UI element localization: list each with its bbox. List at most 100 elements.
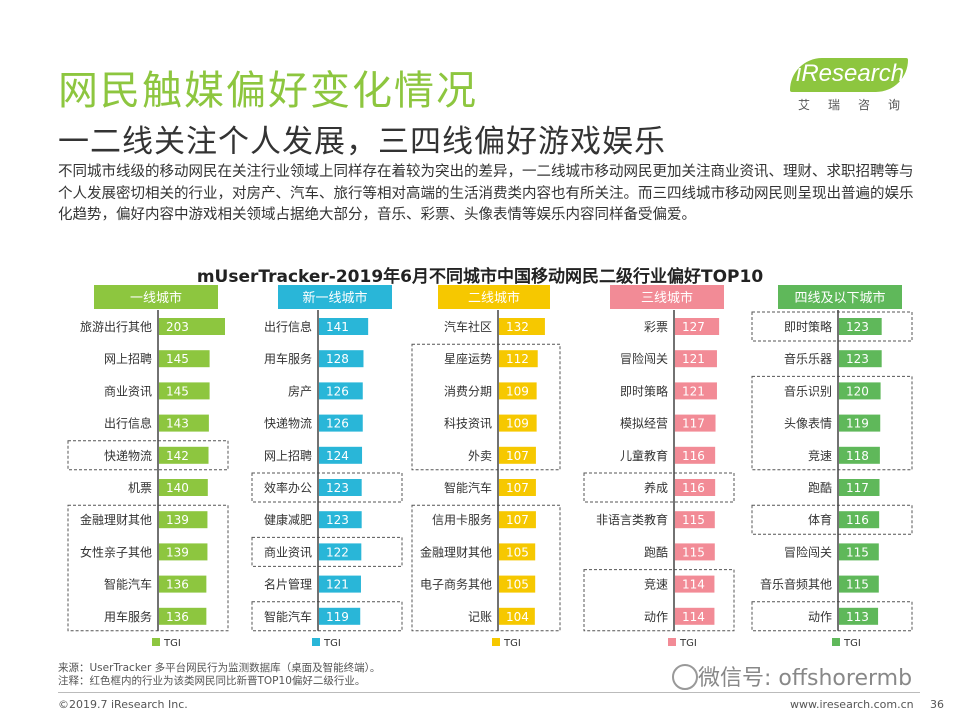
legend-swatch (492, 638, 500, 646)
legend-swatch (832, 638, 840, 646)
category-label: 智能汽车 (264, 609, 312, 624)
category-label: 非语言类教育 (596, 512, 668, 527)
category-label: 快递物流 (264, 417, 312, 431)
bar-value-label: 107 (506, 481, 529, 495)
bar-value-label: 123 (846, 320, 869, 334)
wechat-icon (672, 664, 698, 690)
category-label: 星座运势 (444, 351, 492, 366)
bar (499, 543, 536, 561)
bar-value-label: 114 (682, 578, 705, 592)
highlight-box (411, 504, 561, 632)
category-label: 冒险闯关 (620, 351, 668, 366)
bar (675, 575, 715, 593)
bar (159, 414, 209, 432)
bar-value-label: 136 (166, 610, 189, 624)
bar-value-label: 117 (846, 481, 869, 495)
iresearch-logo: iResearch 艾瑞咨询 (790, 56, 920, 112)
bar (319, 511, 362, 529)
website-link[interactable]: www.iresearch.com.cn (790, 698, 914, 711)
panel-header-label: 一线城市 (130, 290, 182, 306)
category-label: 快递物流 (104, 449, 152, 463)
bar-value-label: 132 (506, 320, 529, 334)
category-label: 智能汽车 (104, 577, 152, 592)
bar (675, 607, 715, 625)
bar (839, 318, 882, 335)
bar-value-label: 124 (326, 449, 349, 463)
bar-value-label: 121 (326, 578, 349, 592)
category-label: 出行信息 (264, 319, 312, 334)
panel-header-label: 二线城市 (468, 290, 520, 306)
bar-value-label: 142 (166, 449, 189, 463)
logo-leaf-icon (790, 58, 908, 92)
category-label: 汽车社区 (444, 319, 492, 334)
bar-value-label: 109 (506, 384, 529, 398)
highlight-box (751, 504, 913, 535)
highlight-box (251, 601, 403, 632)
chart-title: mUserTracker-2019年6月不同城市中国移动网民二级行业偏好TOP1… (196, 267, 764, 287)
category-label: 出行信息 (104, 416, 152, 431)
legend-swatch (312, 638, 320, 646)
bar (319, 479, 362, 496)
bar (499, 414, 537, 432)
bar (675, 479, 716, 496)
category-label: 模拟经营 (620, 417, 668, 431)
category-label: 消费分期 (444, 384, 492, 398)
bar (319, 414, 363, 432)
bar (499, 318, 545, 335)
highlight-box (583, 569, 735, 632)
category-label: 科技资讯 (444, 417, 492, 431)
highlight-box (751, 375, 913, 471)
bar (839, 350, 882, 368)
bar (839, 543, 879, 561)
bar (319, 318, 369, 335)
highlight-box (251, 472, 403, 503)
bar (499, 350, 538, 368)
panel-header-label: 四线及以下城市 (794, 290, 885, 306)
category-label: 养成 (644, 480, 668, 495)
bar-value-label: 120 (846, 384, 869, 398)
source-note: 来源：UserTracker 多平台网民行为监测数据库（桌面及智能终端）。 (58, 662, 381, 674)
category-label: 彩票 (644, 320, 668, 334)
category-label: 旅游出行其他 (80, 320, 152, 334)
bar (159, 350, 210, 368)
logo-cn-text: 艾瑞咨询 (798, 98, 919, 112)
wechat-watermark: 微信号: offshorermb (698, 666, 913, 691)
bar-value-label: 141 (326, 320, 349, 334)
category-label: 健康减肥 (264, 512, 312, 527)
category-label: 动作 (644, 610, 668, 624)
bar (839, 607, 879, 625)
bar (159, 446, 209, 464)
bar-value-label: 116 (682, 481, 705, 495)
bar-value-label: 115 (682, 513, 705, 527)
legend-label: TGI (323, 638, 341, 649)
bar (839, 382, 881, 400)
bar-value-label: 136 (166, 578, 189, 592)
page-subtitle: 一二线关注个人发展，三四线偏好游戏娱乐 (58, 124, 666, 160)
category-label: 跑酷 (644, 545, 668, 559)
bar (319, 575, 361, 593)
category-label: 用车服务 (104, 609, 152, 624)
category-label: 房产 (288, 383, 312, 398)
panel-header-bg (778, 285, 902, 309)
category-label: 头像表情 (784, 417, 832, 431)
category-label: 记账 (468, 610, 492, 624)
copyright: ©2019.7 iResearch Inc. (58, 698, 188, 711)
bar-value-label: 114 (682, 610, 705, 624)
bar (319, 543, 362, 561)
bar (499, 511, 536, 529)
bar (319, 607, 361, 625)
bar-value-label: 104 (506, 610, 529, 624)
panel-header-bg (278, 285, 392, 309)
category-label: 音乐音频其他 (760, 577, 832, 592)
bar-value-label: 145 (166, 384, 189, 398)
bar-value-label: 139 (166, 513, 189, 527)
category-label: 商业资讯 (264, 544, 312, 559)
bar (675, 350, 717, 368)
panel-header-bg (438, 285, 550, 309)
category-label: 跑酷 (808, 481, 832, 495)
bar (159, 607, 207, 625)
bar (675, 318, 720, 335)
legend-label: TGI (163, 638, 181, 649)
page-title: 网民触媒偏好变化情况 (58, 68, 478, 114)
panel-header-label: 新一线城市 (302, 290, 367, 306)
